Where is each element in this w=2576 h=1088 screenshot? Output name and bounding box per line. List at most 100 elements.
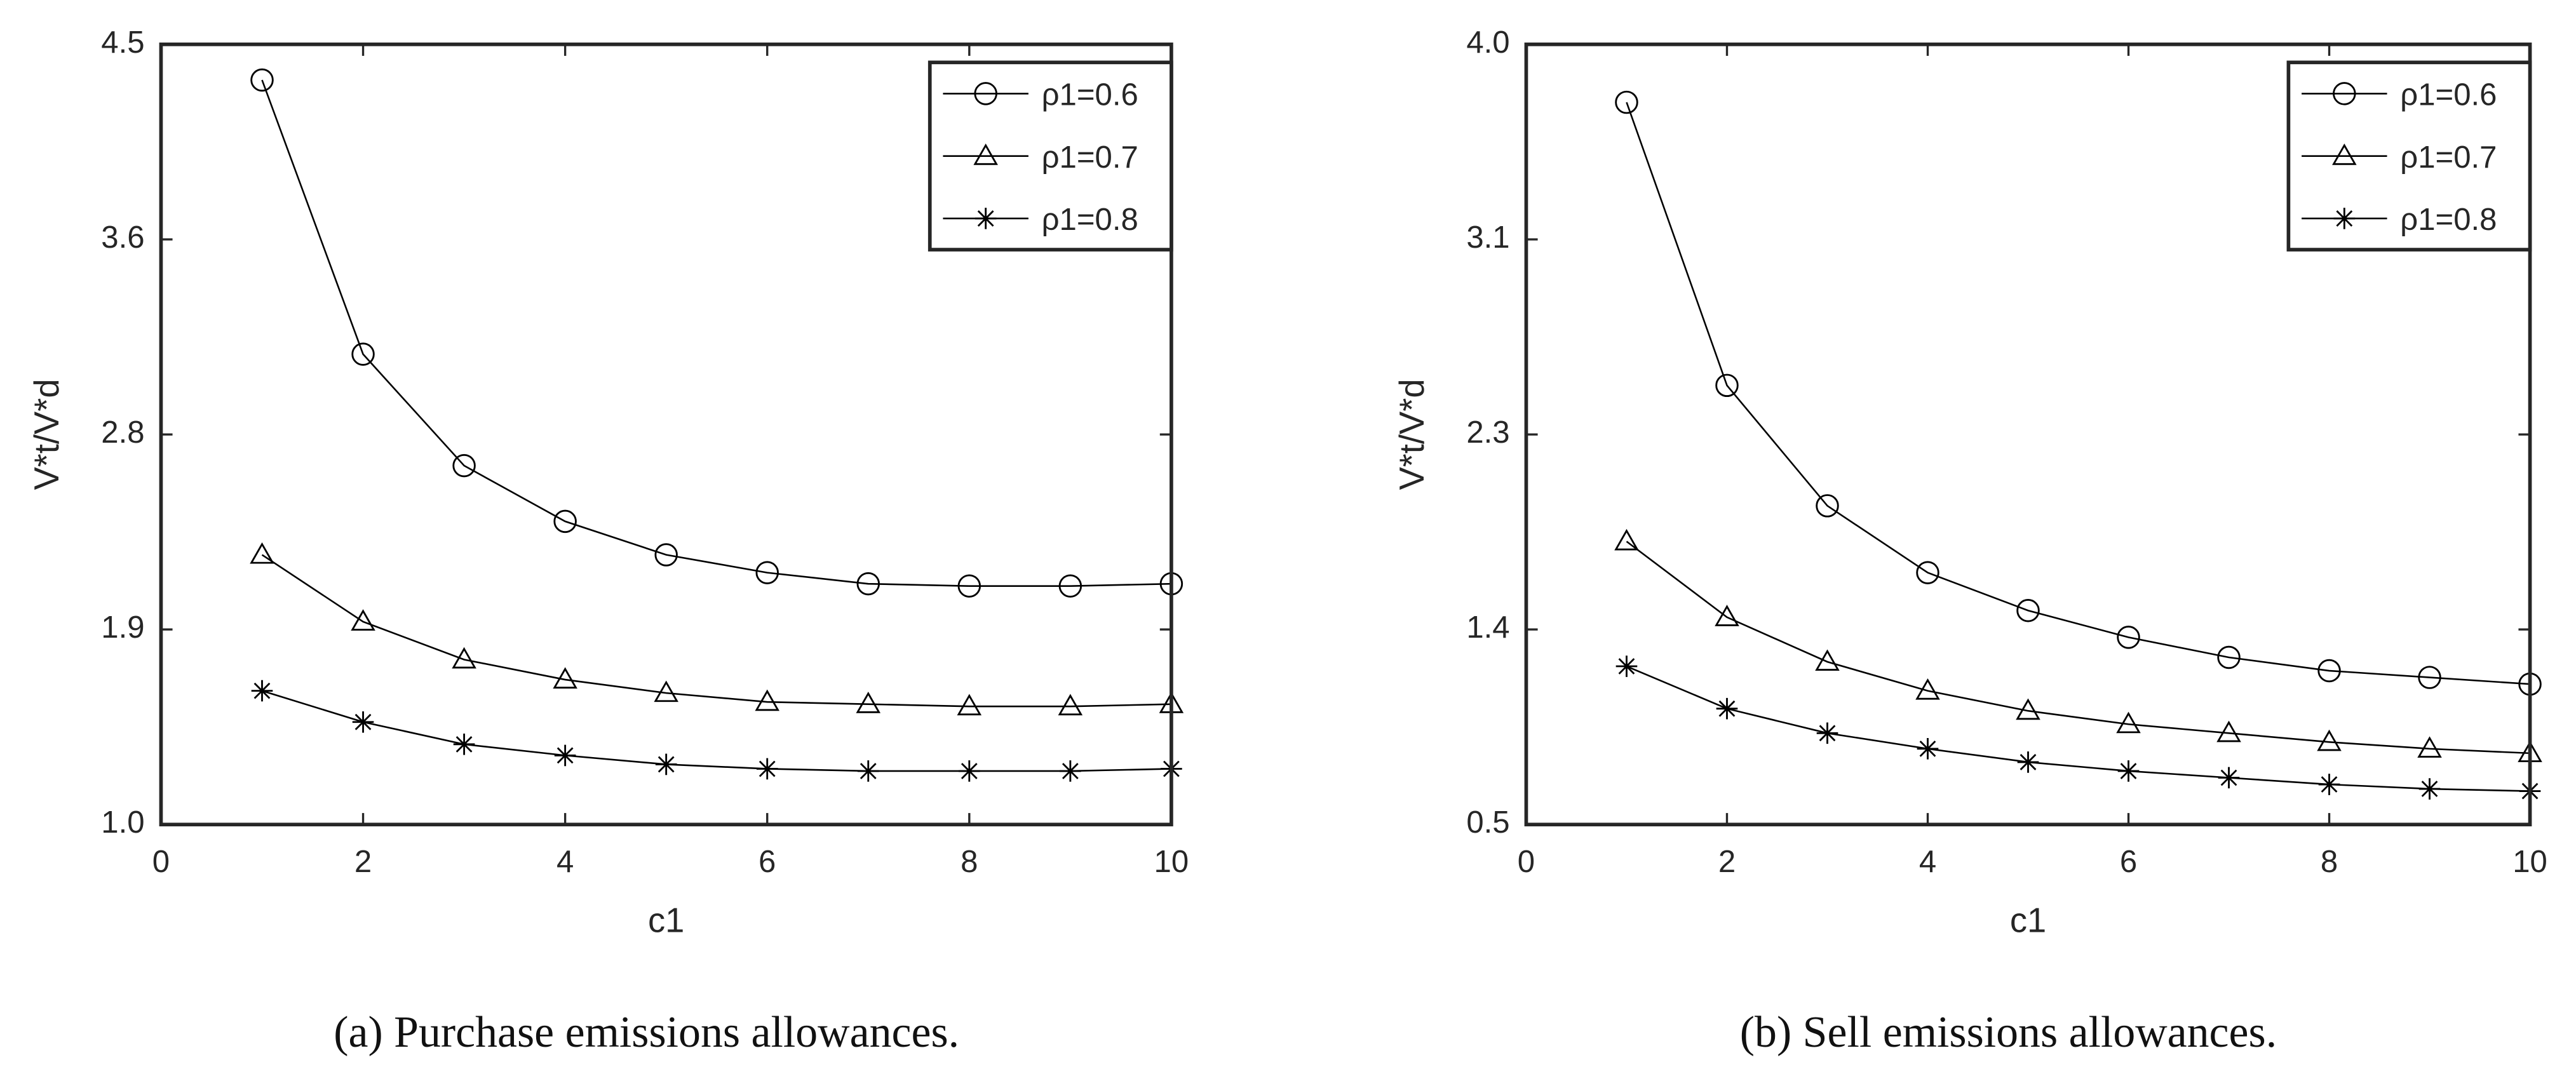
marker bbox=[974, 208, 997, 229]
marker bbox=[453, 734, 475, 755]
legend-label: ρ1=0.6 bbox=[2400, 78, 2497, 112]
legend-label: ρ1=0.8 bbox=[2400, 203, 2497, 237]
x-tick-label: 10 bbox=[1154, 845, 1189, 879]
marker bbox=[1058, 574, 1082, 598]
y-axis-label: V*t/V*d bbox=[27, 379, 66, 490]
x-tick-label: 6 bbox=[759, 845, 776, 879]
marker bbox=[755, 689, 779, 711]
series-line bbox=[1626, 541, 2530, 755]
caption: (b) Sell emissions allowances. bbox=[1740, 1008, 2277, 1057]
marker bbox=[2017, 751, 2039, 773]
marker bbox=[1915, 678, 1940, 700]
marker bbox=[251, 680, 273, 702]
marker bbox=[1815, 649, 1840, 671]
marker bbox=[755, 561, 779, 584]
marker bbox=[1614, 528, 1639, 551]
y-tick-label: 4.5 bbox=[101, 25, 144, 60]
y-tick-label: 4.0 bbox=[1466, 25, 1509, 60]
y-tick-label: 1.0 bbox=[101, 805, 144, 840]
x-tick-label: 6 bbox=[2120, 845, 2137, 879]
marker bbox=[974, 82, 997, 105]
marker bbox=[351, 609, 375, 631]
marker bbox=[2318, 774, 2340, 795]
caption: (a) Purchase emissions allowances. bbox=[334, 1008, 959, 1057]
plot-frame bbox=[1524, 42, 2532, 827]
marker bbox=[756, 758, 778, 780]
y-tick-label: 3.1 bbox=[1466, 220, 1509, 255]
x-axis-label: c1 bbox=[2010, 901, 2046, 940]
marker bbox=[957, 694, 982, 716]
y-tick-label: 0.5 bbox=[1466, 805, 1509, 840]
x-tick-label: 8 bbox=[961, 845, 978, 879]
x-tick-label: 0 bbox=[1518, 845, 1535, 879]
marker bbox=[250, 542, 274, 564]
marker bbox=[1715, 373, 1739, 398]
marker bbox=[2417, 736, 2442, 758]
series-line bbox=[262, 690, 1171, 772]
legend-label: ρ1=0.7 bbox=[1042, 140, 1138, 175]
marker bbox=[857, 760, 879, 782]
marker bbox=[1816, 722, 1838, 744]
series-line bbox=[1626, 665, 2530, 792]
marker bbox=[2333, 208, 2356, 229]
marker bbox=[2016, 698, 2040, 720]
marker bbox=[654, 543, 678, 567]
plot-frame bbox=[159, 42, 1173, 827]
marker bbox=[2317, 729, 2342, 751]
marker bbox=[2016, 599, 2040, 622]
marker bbox=[1615, 90, 1638, 114]
marker bbox=[1058, 694, 1083, 716]
marker bbox=[1715, 605, 1739, 626]
x-tick-label: 2 bbox=[354, 845, 372, 879]
x-tick-label: 0 bbox=[152, 845, 170, 879]
x-tick-label: 10 bbox=[2512, 845, 2547, 879]
y-tick-label: 1.9 bbox=[101, 610, 144, 645]
marker bbox=[250, 68, 274, 92]
x-tick-label: 8 bbox=[2321, 845, 2338, 879]
marker bbox=[2317, 659, 2341, 683]
marker bbox=[2332, 143, 2357, 165]
marker bbox=[1060, 760, 1081, 782]
y-axis-label: V*t/V*d bbox=[1393, 379, 1431, 490]
legend-label: ρ1=0.8 bbox=[1042, 203, 1138, 237]
marker bbox=[655, 753, 677, 776]
marker bbox=[958, 760, 980, 782]
marker bbox=[1716, 697, 1738, 720]
legend-label: ρ1=0.6 bbox=[1042, 78, 1138, 112]
marker bbox=[856, 572, 880, 596]
x-tick-label: 4 bbox=[1919, 845, 1936, 879]
marker bbox=[2333, 82, 2356, 105]
series-line bbox=[1626, 102, 2530, 685]
marker bbox=[2418, 778, 2441, 800]
legend-label: ρ1=0.7 bbox=[2400, 140, 2497, 175]
marker bbox=[351, 342, 375, 366]
marker bbox=[2117, 760, 2140, 782]
marker bbox=[2418, 666, 2441, 689]
y-tick-label: 3.6 bbox=[101, 220, 144, 255]
marker bbox=[2217, 645, 2241, 669]
series-line bbox=[261, 554, 1171, 708]
marker bbox=[654, 680, 678, 702]
marker bbox=[452, 453, 476, 478]
x-tick-label: 2 bbox=[1718, 845, 1736, 879]
y-tick-label: 1.4 bbox=[1466, 610, 1509, 645]
marker bbox=[352, 711, 374, 733]
marker bbox=[2218, 767, 2240, 789]
y-tick-label: 2.3 bbox=[1466, 415, 1509, 450]
marker bbox=[2216, 720, 2241, 742]
marker bbox=[553, 667, 577, 689]
series-line bbox=[261, 79, 1171, 587]
marker bbox=[957, 574, 981, 598]
x-tick-label: 4 bbox=[556, 845, 574, 879]
marker bbox=[452, 647, 476, 669]
marker bbox=[554, 744, 576, 767]
marker bbox=[553, 509, 577, 534]
marker bbox=[1916, 561, 1939, 584]
marker bbox=[1816, 494, 1839, 518]
marker bbox=[856, 691, 881, 713]
marker bbox=[1917, 738, 1939, 760]
marker bbox=[2117, 626, 2140, 649]
marker bbox=[2116, 711, 2141, 734]
y-tick-label: 2.8 bbox=[101, 415, 144, 450]
